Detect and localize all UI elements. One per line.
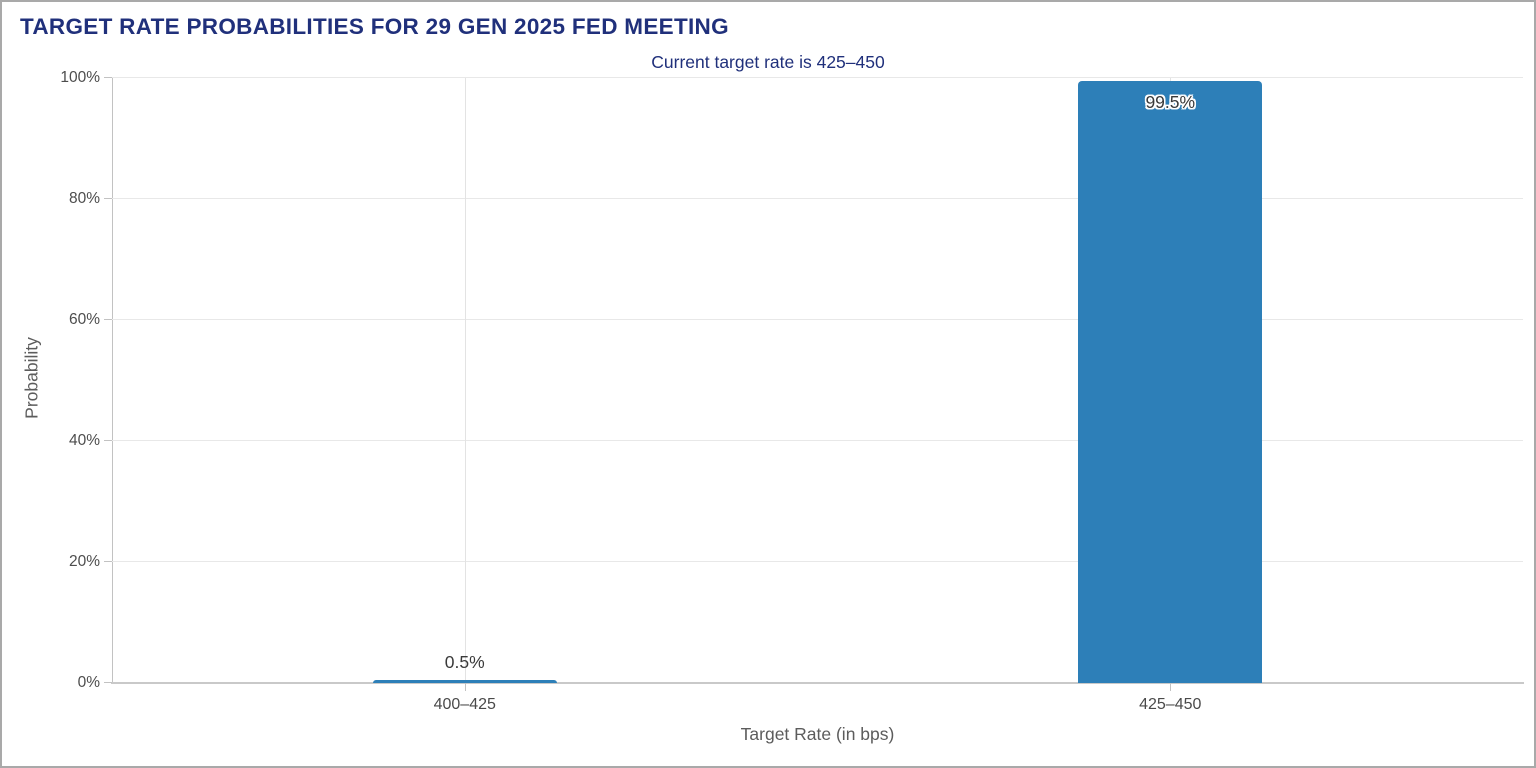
y-gridline-60 [112, 319, 1523, 320]
y-tick-100 [104, 77, 112, 78]
x-tick-425-450 [1170, 683, 1172, 691]
chart-title: TARGET RATE PROBABILITIES FOR 29 GEN 202… [20, 14, 729, 39]
y-axis-line [112, 78, 113, 683]
x-tick-400-425 [464, 683, 466, 691]
y-tick-label-60: 60% [68, 311, 100, 328]
y-tick-label-80: 80% [68, 190, 100, 207]
y-tick-label-0: 0% [77, 674, 100, 691]
y-tick-60 [104, 319, 112, 320]
category-gridline-400-425 [464, 78, 466, 683]
y-gridline-80 [112, 198, 1523, 199]
chart-subtitle: Current target rate is 425–450 [651, 52, 885, 72]
y-tick-label-40: 40% [68, 432, 100, 449]
y-tick-label-100: 100% [60, 69, 100, 86]
plot-area: 0% 20% 40% 60% 80% 100% 0.5% 400–425 99.5% 425–45… [60, 69, 1524, 713]
y-axis-title: Probability [21, 337, 42, 419]
y-tick-0 [104, 682, 112, 683]
y-tick-40 [104, 440, 112, 441]
y-tick-label-20: 20% [68, 553, 100, 570]
x-axis-line [111, 682, 1524, 684]
y-tick-20 [104, 561, 112, 562]
bar-425-450[interactable] [1078, 81, 1263, 683]
y-gridline-40 [112, 440, 1523, 441]
y-tick-80 [104, 198, 112, 199]
y-gridline-100 [112, 77, 1523, 78]
bar-400-425[interactable] [372, 679, 557, 683]
x-tick-label-400-425: 400–425 [433, 696, 496, 713]
x-tick-label-425-450: 425–450 [1139, 696, 1202, 713]
bar-value-label-400-425: 0.5% [444, 651, 485, 672]
x-axis-title: Target Rate (in bps) [740, 724, 895, 744]
bar-value-label-425-450: 99.5% [1145, 92, 1196, 113]
y-gridline-20 [112, 561, 1523, 562]
